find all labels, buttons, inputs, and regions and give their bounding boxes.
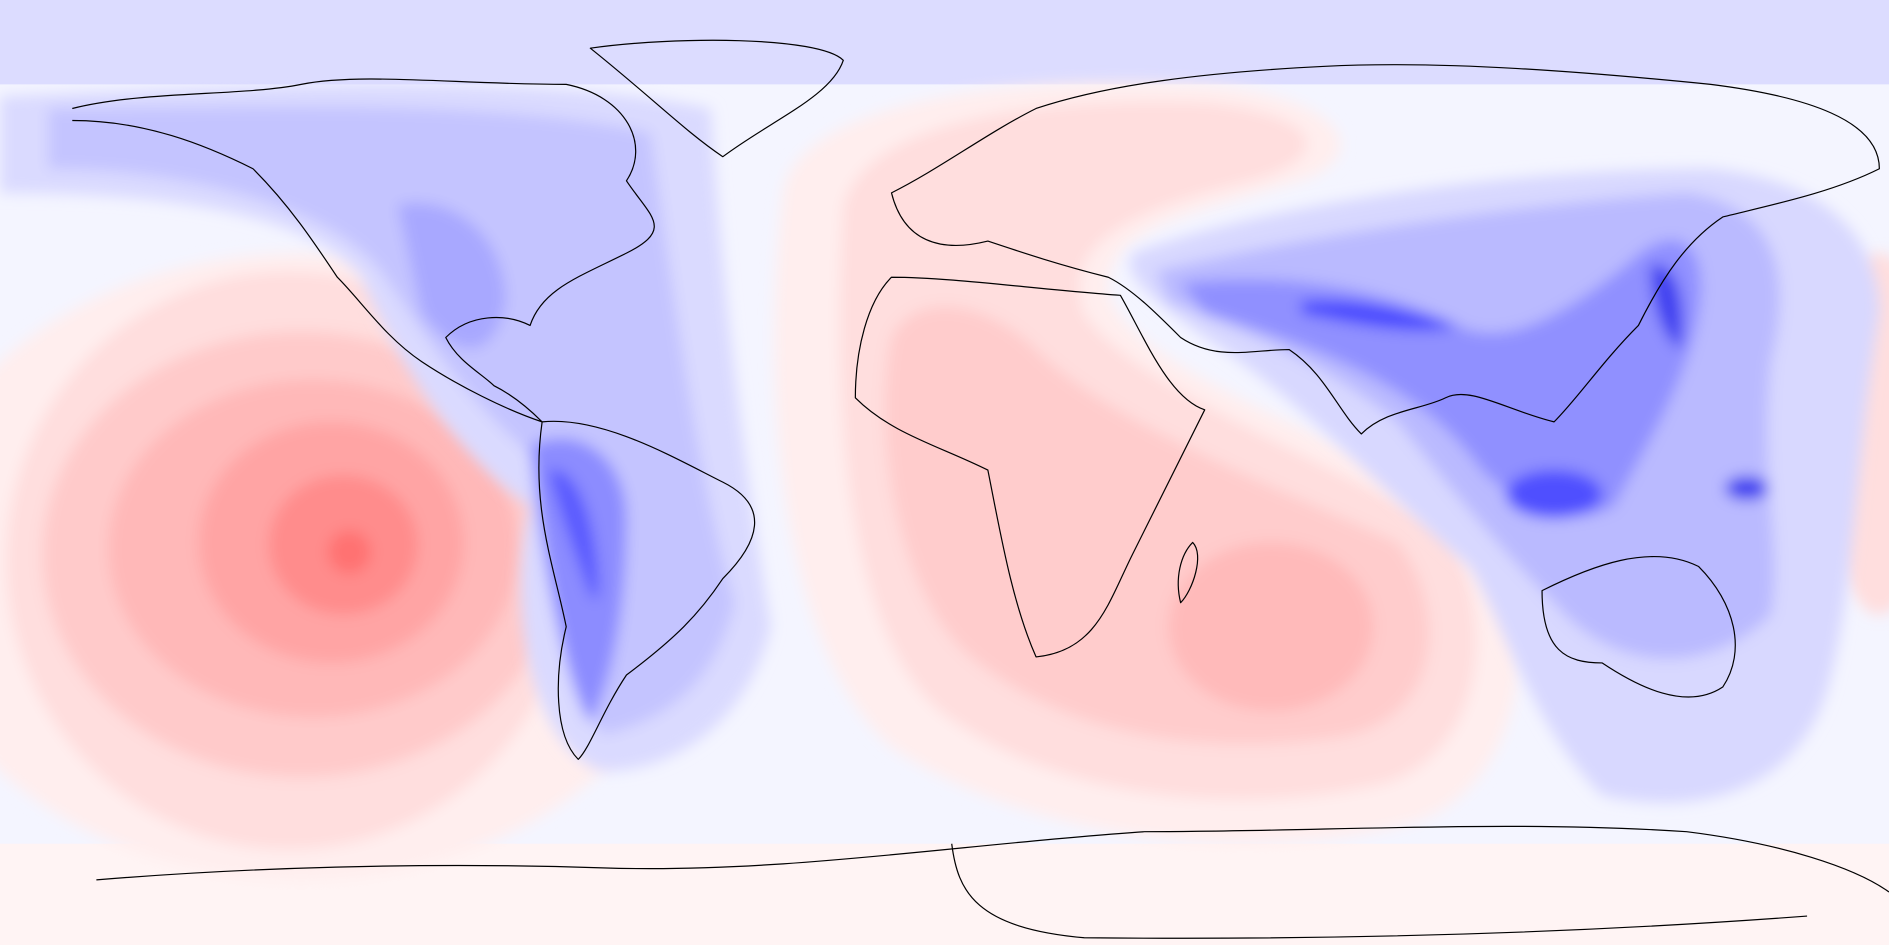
polar-band [0,0,1889,85]
antarctica [96,825,1889,893]
atlantic-high [774,82,1520,844]
south-america [538,420,756,760]
greenland [589,39,844,158]
asia-low [1130,168,1880,803]
eurasia [890,64,1880,435]
madagascar [1177,541,1199,604]
coastlines [72,39,1889,939]
north-america [72,78,655,423]
antarctica-inner [951,843,1808,939]
australia [1541,555,1736,698]
pacific-high [0,253,699,880]
americas-low [0,84,772,772]
africa [854,276,1206,658]
